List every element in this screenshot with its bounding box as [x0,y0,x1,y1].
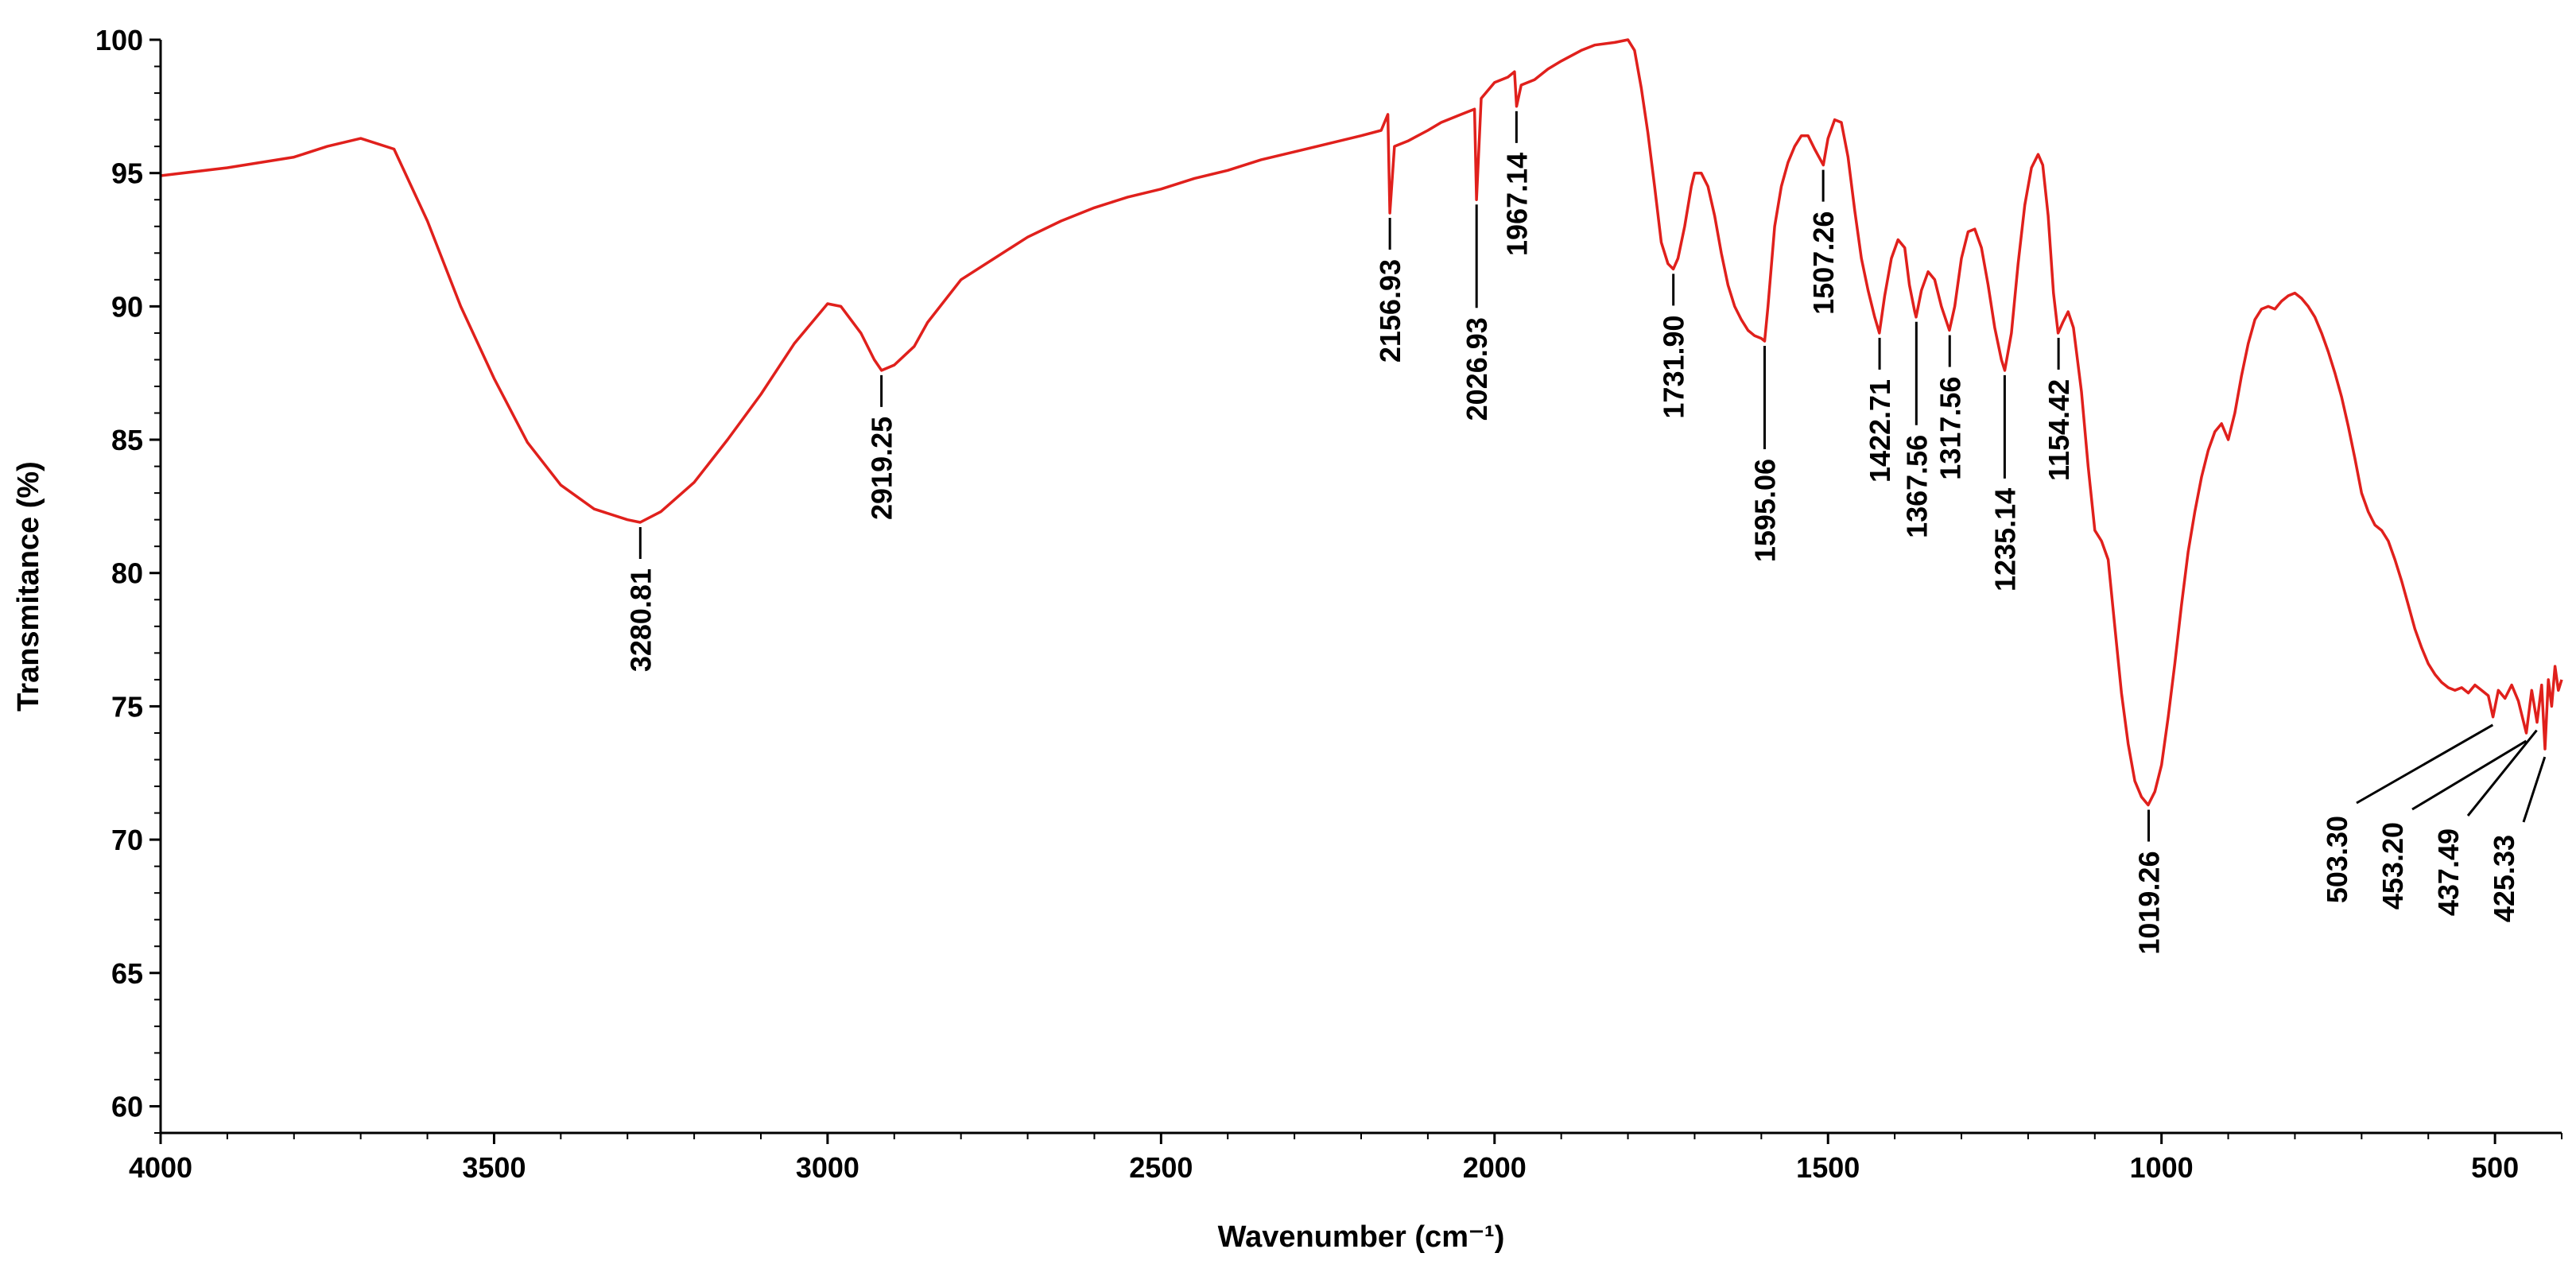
peak-labels: 3280.81 2919.25 2156.93 2026.93 1967.14 1731.… [624,153,2520,955]
peak-leader [2522,756,2547,823]
spectrum-line-0 [160,38,2563,807]
tick-labels: 4000 3500 3000 2500 2000 1500 1000 500 60 65 70 75 8… [95,24,2519,1184]
x-tick-label: 500 [2471,1151,2519,1184]
y-tick-label: 65 [111,957,143,990]
peak-leader [2466,729,2538,817]
y-tick-label: 75 [111,690,143,723]
peak-label: 1595.06 [1748,459,1781,562]
peak-label: 453.20 [2376,822,2409,910]
peak-leader-lines [638,111,2547,842]
y-tick-label: 70 [111,824,143,856]
peak-label: 1235.14 [1988,488,2021,592]
peak-label: 1507.26 [1807,211,1840,315]
x-tick-label: 2500 [1129,1151,1193,1184]
peak-label: 2919.25 [866,417,898,520]
peak-leader [2356,723,2494,805]
peak-label: 503.30 [2321,816,2353,903]
x-tick-label: 2000 [1463,1151,1527,1184]
axes [159,40,2562,1135]
x-axis-title: Wavenumber (cm⁻¹) [1218,1220,1505,1254]
x-tick-label: 4000 [129,1151,192,1184]
tick-marks [149,38,2562,1144]
y-tick-label: 80 [111,557,143,590]
x-tick-label: 3500 [462,1151,526,1184]
peak-label: 2026.93 [1461,317,1493,421]
peak-label: 1317.56 [1934,377,1966,480]
x-tick-label: 1000 [2130,1151,2194,1184]
y-tick-label: 85 [111,424,143,456]
peak-label: 1019.26 [2133,851,2166,955]
y-tick-label: 90 [111,290,143,323]
peak-label: 1154.42 [2043,379,2075,481]
x-tick-label: 3000 [796,1151,859,1184]
peak-leader [2411,739,2528,811]
peak-label: 2156.93 [1374,259,1406,363]
x-tick-label: 1500 [1796,1151,1860,1184]
peak-label: 1731.90 [1658,315,1690,418]
peak-label: 1367.56 [1900,435,1933,538]
y-axis-title: Transmitance (%) [12,461,45,712]
y-tick-label: 60 [111,1090,143,1123]
peak-label: 1422.71 [1864,379,1896,483]
y-tick-label: 95 [111,157,143,190]
peak-label: 1967.14 [1500,153,1533,256]
peak-label: 437.49 [2432,828,2465,916]
peak-label: 425.33 [2488,835,2520,922]
y-tick-label: 100 [95,24,143,56]
peak-label: 3280.81 [624,568,657,672]
spectrum-layer [160,38,2563,807]
